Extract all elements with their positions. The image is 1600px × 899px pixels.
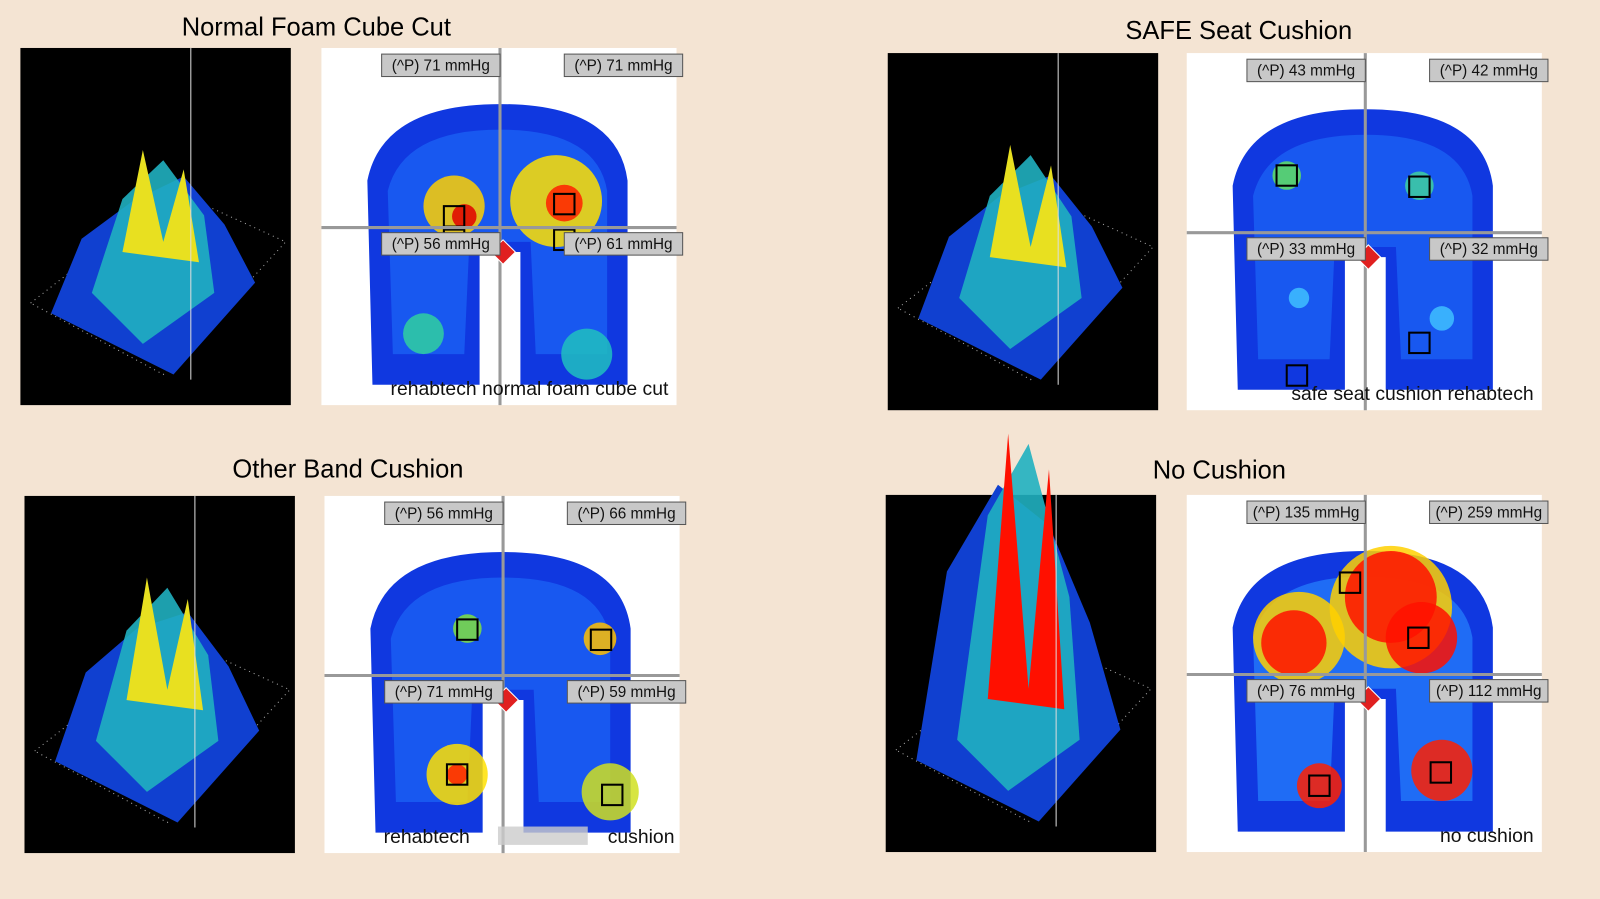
- map-caption: safe seat cushion rehabtech: [1291, 383, 1533, 405]
- grid-floor: [33, 638, 291, 824]
- hot-spot: [403, 313, 444, 355]
- panel: Other Band Cushion (^P) 56 mmHg (^P) 66 mm…: [24, 456, 687, 854]
- hot-spot: [1385, 602, 1458, 674]
- sensor-marker: [1285, 364, 1309, 387]
- hot-spot: [1429, 306, 1455, 331]
- reading-box: [1429, 58, 1549, 83]
- pressure-reading: (^P) 71 mmHg: [395, 684, 493, 701]
- panel-title: Other Band Cushion: [232, 456, 463, 484]
- panel-title: No Cushion: [1153, 457, 1286, 485]
- sensor-marker: [589, 628, 613, 652]
- sensor-marker: [1408, 175, 1431, 198]
- pressure-reading: (^P) 61 mmHg: [574, 236, 672, 253]
- pressure-reading: (^P) 66 mmHg: [577, 505, 675, 522]
- sensor-marker: [1429, 761, 1453, 784]
- pressure-3d-view: [887, 53, 1159, 411]
- hot-spot: [1261, 610, 1327, 676]
- reading-box: [1246, 237, 1366, 261]
- panel: No Cushion(^P) 135 mmHg (^P) 259 mmHg(^P)…: [885, 433, 1549, 853]
- reading-box: [563, 53, 684, 78]
- grid-floor: [29, 190, 287, 376]
- pressure-reading: (^P) 76 mmHg: [1257, 683, 1355, 700]
- reading-box: [1246, 679, 1366, 703]
- pressure-map: (^P) 56 mmHg (^P) 66 mmHg (^P) 71 mmHg (^P)…: [324, 495, 687, 854]
- pressure-reading: (^P) 71 mmHg: [392, 57, 490, 74]
- hot-spot: [1411, 739, 1473, 802]
- reading-box: [563, 232, 684, 256]
- surface-peak: [987, 433, 1065, 710]
- pressure-3d-view: [20, 47, 291, 406]
- panel-title: SAFE Seat Cushion: [1125, 17, 1352, 45]
- panel: SAFE Seat Cushion (^P) 43 mmHg (^P) 42 mmH…: [887, 17, 1549, 411]
- pressure-reading: (^P) 32 mmHg: [1440, 241, 1538, 258]
- pressure-reading: (^P) 59 mmHg: [577, 684, 675, 701]
- pressure-reading: (^P) 43 mmHg: [1257, 62, 1355, 79]
- pressure-map: (^P) 135 mmHg (^P) 259 mmHg (^P) 76 mmHg (^…: [1186, 494, 1549, 853]
- pressure-3d-view: [24, 495, 295, 854]
- blurred-text: [497, 826, 588, 845]
- reading-box: [1246, 500, 1366, 524]
- surface-peak: [122, 150, 199, 263]
- reading-box: [381, 232, 501, 256]
- hot-spot: [453, 614, 482, 643]
- map-caption: no cushion: [1440, 825, 1534, 847]
- sensor-marker: [553, 192, 576, 216]
- hot-spot: [561, 328, 613, 380]
- pressure-reading: (^P) 135 mmHg: [1253, 504, 1360, 521]
- pressure-reading: (^P) 56 mmHg: [395, 505, 493, 522]
- hot-spot: [1405, 171, 1434, 201]
- reading-box: [566, 501, 687, 526]
- sensor-marker: [1408, 331, 1431, 355]
- sensor-marker: [1275, 164, 1298, 187]
- map-caption: rehabtech: [384, 826, 470, 848]
- sensor-marker: [456, 618, 479, 641]
- hot-spot: [446, 764, 468, 785]
- pressure-reading: (^P) 56 mmHg: [392, 236, 490, 253]
- map-caption: rehabtech normal foam cube cut: [390, 378, 668, 400]
- reading-box: [1429, 237, 1549, 261]
- pressure-reading: (^P) 33 mmHg: [1257, 241, 1355, 258]
- hot-spot: [1296, 763, 1342, 809]
- surface-peak: [989, 144, 1067, 268]
- reading-box: [381, 53, 501, 78]
- pressure-3d-view: [885, 433, 1157, 853]
- panel: Normal Foam Cube Cut(^P) 71 mmHg (^P) 71 …: [20, 14, 684, 406]
- panel-title: Normal Foam Cube Cut: [182, 14, 451, 42]
- reading-box: [1429, 679, 1549, 703]
- surface-peak: [126, 577, 204, 711]
- pressure-map: (^P) 43 mmHg (^P) 42 mmHg (^P) 33 mmHg (^P)…: [1186, 53, 1549, 411]
- pressure-reading: (^P) 71 mmHg: [574, 57, 672, 74]
- reading-box: [566, 680, 687, 704]
- reading-box: [384, 680, 504, 704]
- sensor-marker: [1338, 571, 1362, 594]
- sensor-marker: [1407, 626, 1430, 649]
- pressure-map: (^P) 71 mmHg (^P) 71 mmHg (^P) 56 mmHg (^P)…: [321, 47, 684, 406]
- sensor-marker: [445, 763, 469, 786]
- grid-floor: [894, 637, 1152, 823]
- hot-spot: [1272, 161, 1302, 190]
- pressure-reading: (^P) 42 mmHg: [1440, 62, 1538, 79]
- hot-spot: [1288, 287, 1310, 309]
- reading-box: [384, 501, 504, 526]
- pressure-reading: (^P) 112 mmHg: [1436, 683, 1542, 700]
- map-caption: cushion: [608, 826, 675, 848]
- sensor-marker: [1308, 774, 1331, 797]
- sensor-marker: [601, 783, 624, 807]
- reading-box: [1429, 500, 1549, 524]
- hot-spot: [545, 184, 583, 222]
- reading-box: [1246, 58, 1366, 83]
- hot-spot: [581, 763, 639, 821]
- pressure-reading: (^P) 259 mmHg: [1435, 504, 1542, 521]
- grid-floor: [897, 195, 1154, 381]
